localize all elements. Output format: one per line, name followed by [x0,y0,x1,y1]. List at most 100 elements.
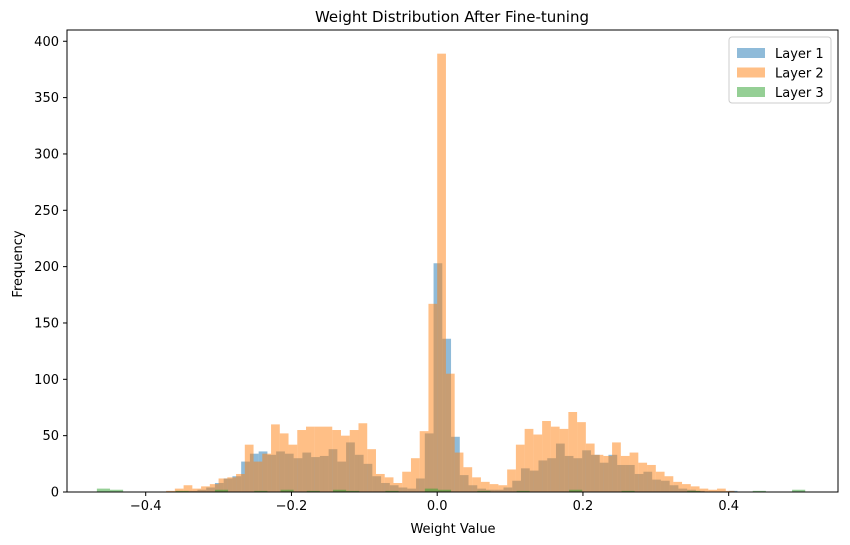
series-2-bar [288,444,298,492]
series-2-bar [620,455,630,492]
series-2-bar [419,431,429,492]
series-2-bar [690,486,700,492]
series-2-bar [585,443,595,492]
series-2-bar [489,484,499,492]
series-2-bar [375,473,385,492]
series-2-bar [664,476,674,492]
series-2-bars [166,53,735,492]
series-3-bar [424,488,438,492]
series-2-bar [708,489,718,492]
series-2-bar [358,423,368,492]
series-2-bar [480,481,490,492]
legend: Layer 1 Layer 2 Layer 3 [728,36,832,104]
series-3-bar [437,489,452,492]
series-2-bar [498,485,508,492]
series-3-bar [569,489,583,492]
series-2-bar [174,488,184,492]
y-axis-title: Frequency [11,230,26,297]
series-2-bar [594,454,604,492]
x-axis-title: Weight Value [410,522,495,537]
series-2-bar [515,444,525,492]
series-3-bar [477,490,491,492]
series-2-bar [472,477,481,492]
series-3-bar [752,490,766,492]
series-2-bar [437,53,446,492]
series-3-bar [214,489,229,492]
series-2-bar [341,435,350,492]
y-tick-label: 100 [34,373,59,388]
series-2-bar [183,485,193,492]
series-3-bar [792,489,806,492]
series-2-bar [542,421,551,492]
series-2-bar [262,453,272,492]
series-3-bar [621,490,635,492]
legend-swatch [737,87,765,97]
series-3-bar [687,490,701,492]
y-tick-label: 0 [51,486,59,501]
series-2-bar [559,428,569,492]
series-3-bar [254,490,268,492]
series-2-bar [682,484,691,492]
series-3-bars [96,488,806,492]
series-2-bar [524,428,534,492]
series-2-bar [577,422,586,492]
x-tick-label: 0.4 [718,499,739,514]
y-axis-ticks: 0 50 100 150 200 250 300 350 400 [34,35,67,501]
x-tick-label: 0.0 [427,499,448,514]
series-2-bar [297,430,307,492]
series-3-bar [385,490,399,492]
series-2-bar [507,469,516,492]
series-2-bar [445,373,455,492]
series-2-bar [279,433,289,492]
series-2-bar [332,430,341,492]
series-2-bar [253,461,263,492]
x-axis-ticks: −0.4 −0.2 0.0 0.2 0.4 [130,492,739,514]
series-2-bar [367,449,376,492]
x-tick-label: 0.2 [573,499,594,514]
series-2-bar [454,452,464,492]
series-2-bar [725,490,735,492]
legend-label: Layer 1 [775,47,824,62]
y-tick-label: 350 [34,91,59,106]
series-2-bar [349,430,359,492]
series-2-bar [384,477,394,492]
series-2-bar [673,481,683,492]
series-2-bar [244,444,254,492]
bars-layer [96,53,806,492]
series-2-bar [209,484,219,492]
series-3-bar [280,489,294,492]
series-2-bar [647,464,656,492]
series-2-bar [428,303,438,492]
chart-title: Weight Distribution After Fine-tuning [315,8,589,26]
legend-swatch [737,48,765,58]
series-2-bar [568,412,578,492]
series-2-bar [236,473,245,492]
series-3-bar [175,490,189,492]
series-2-bar [192,488,202,492]
series-2-bar [629,452,639,492]
x-tick-label: −0.2 [276,499,308,514]
y-tick-label: 200 [34,260,59,275]
series-2-bar [717,488,726,492]
y-tick-label: 50 [42,429,59,444]
y-tick-label: 300 [34,147,59,162]
series-2-bar [306,426,315,492]
series-3-bar [516,490,530,492]
series-2-bar [612,442,621,492]
series-3-bar [306,490,320,492]
series-2-bar [227,477,237,492]
y-tick-label: 150 [34,316,59,331]
series-2-bar [402,471,411,492]
series-2-bar [201,486,210,492]
series-2-bar [166,490,175,492]
series-2-bar [533,434,543,492]
series-3-bar [346,490,360,492]
legend-label: Layer 2 [775,67,824,82]
legend-swatch [737,67,765,78]
axes-frame [66,29,839,493]
series-2-bar [550,426,560,492]
series-3-bar [332,489,347,492]
series-2-bar [603,455,613,492]
legend-label: Layer 3 [775,86,824,101]
